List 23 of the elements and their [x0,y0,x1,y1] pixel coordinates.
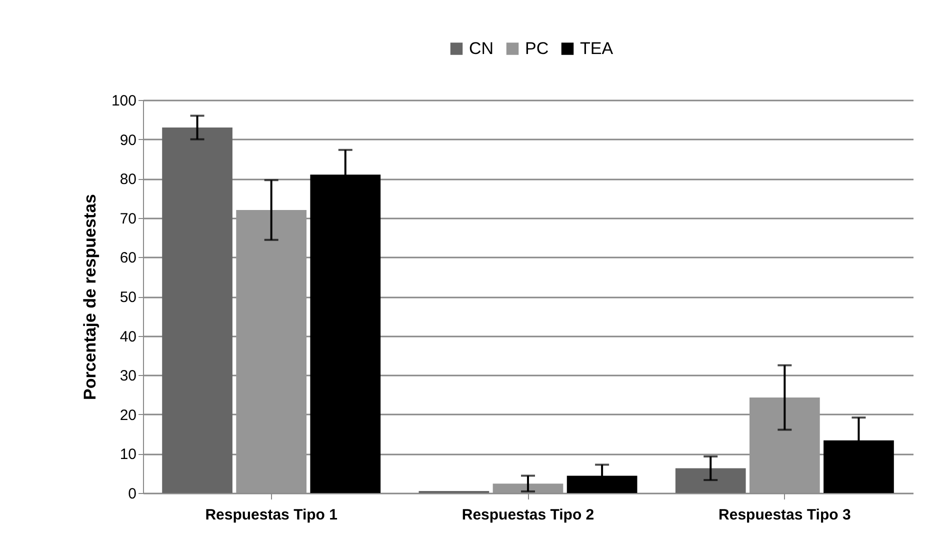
legend-label: CN [469,38,494,58]
y-tick-label: 100 [111,92,136,110]
x-tick-label: Respuestas Tipo 1 [205,506,338,524]
y-tick-label: 0 [128,486,136,502]
y-tick-label: 10 [120,446,136,464]
y-tick-label: 20 [120,406,136,424]
y-tick-label: 40 [120,328,136,346]
bar [492,484,564,493]
bar [675,468,746,493]
bar [236,210,307,493]
x-tick-label: Respuestas Tipo 2 [462,506,594,524]
y-axis-title: Porcentaje de respuestas [80,194,100,400]
bar [749,398,820,493]
y-tick-label: 50 [120,289,136,306]
legend-label: TEA [580,38,614,58]
y-tick-label: 30 [120,368,136,385]
legend-label: PC [525,38,549,58]
y-tick-label: 90 [120,132,136,149]
bar [162,128,232,493]
y-tick-label: 80 [120,171,136,188]
x-tick-label: Respuestas Tipo 3 [718,506,851,524]
y-tick-label: 60 [120,250,136,267]
y-tick-label: 70 [120,210,136,228]
